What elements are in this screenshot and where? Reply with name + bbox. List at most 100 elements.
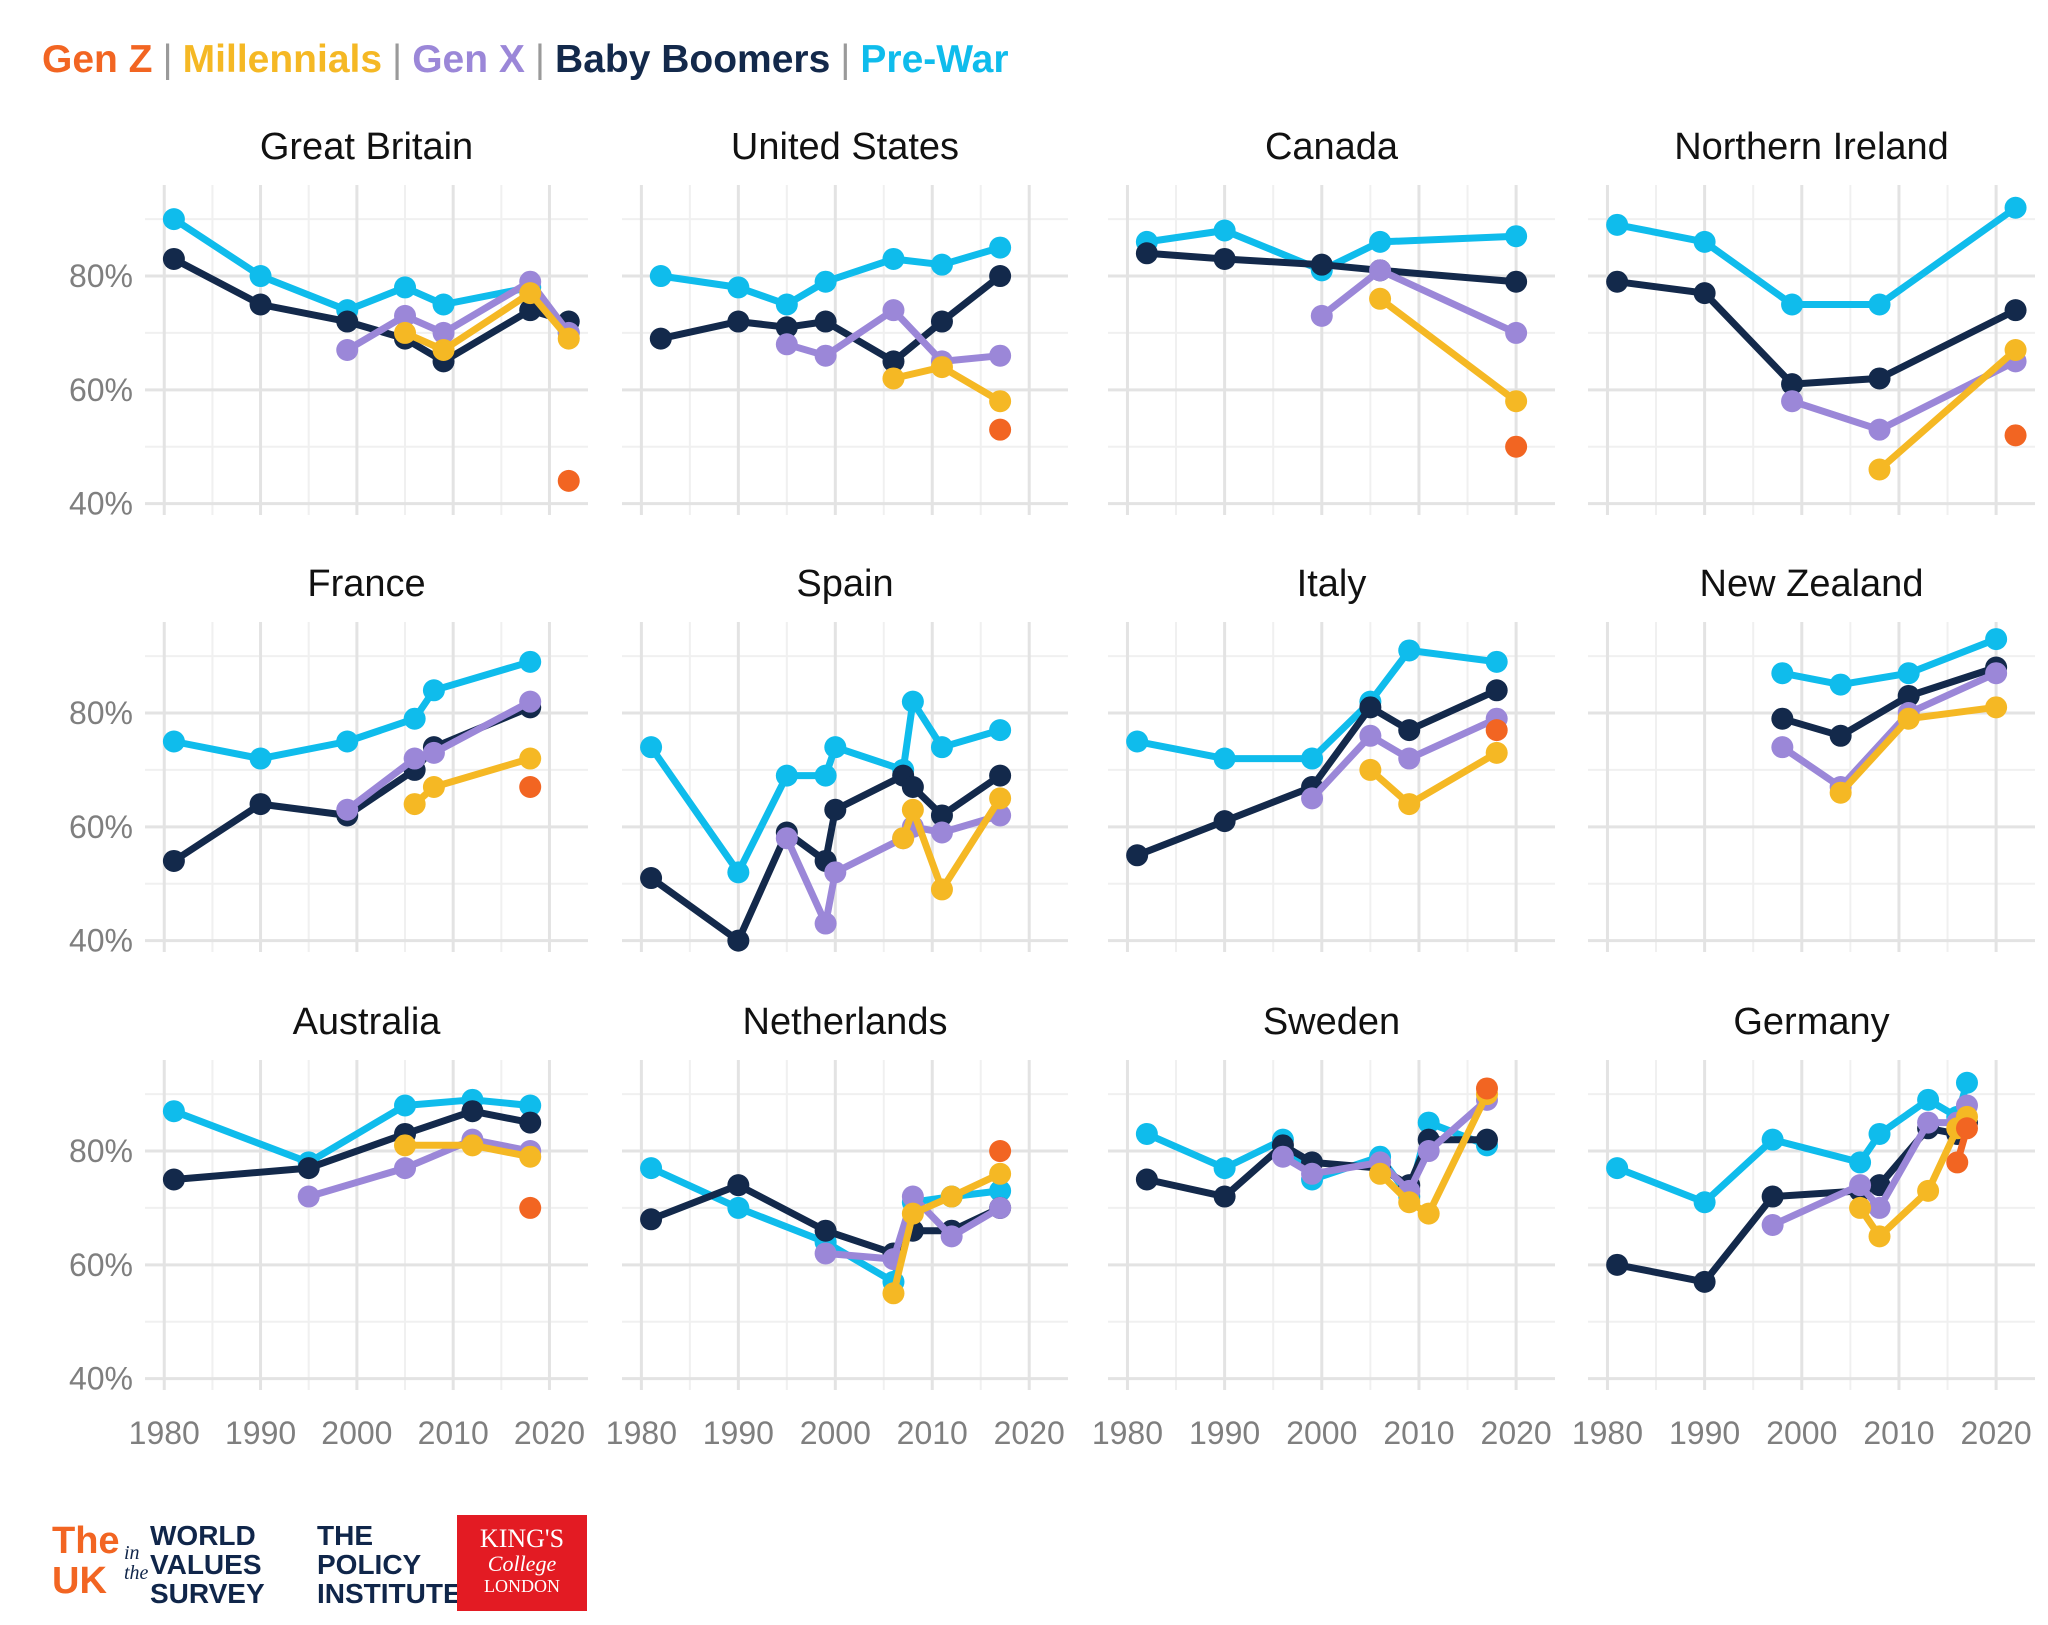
data-point-gen-x [814, 1242, 837, 1265]
data-point-millennials [901, 798, 924, 821]
data-point-millennials [1359, 758, 1382, 781]
data-point-baby-boomers [1475, 1128, 1498, 1151]
data-point-baby-boomers [814, 1219, 837, 1242]
x-tick-label: 1990 [225, 1415, 296, 1451]
data-point-millennials [403, 793, 426, 816]
y-tick-label: 40% [69, 923, 133, 959]
panel-title: Canada [1265, 126, 1399, 168]
data-point-baby-boomers [1606, 270, 1629, 293]
x-tick-label: 2010 [897, 1415, 968, 1451]
x-tick-label: 2020 [1961, 1415, 2032, 1451]
data-point-pre-war [1213, 1157, 1236, 1180]
x-tick-label: 2010 [1863, 1415, 1934, 1451]
panel-northern-ireland: Northern Ireland [1588, 126, 2035, 515]
data-point-baby-boomers [1761, 1185, 1784, 1208]
data-point-gen-x [422, 741, 445, 764]
data-point-millennials [2004, 339, 2027, 361]
data-point-millennials [1985, 696, 2008, 719]
panel-great-britain: Great Britain 40% 60% 80% [69, 126, 588, 522]
data-point-gen-z [1475, 1077, 1498, 1100]
data-point-pre-war [1135, 1122, 1158, 1145]
legend-item-gen-z: Gen Z [42, 38, 153, 81]
series-line-pre-war [170, 658, 534, 763]
data-point-millennials [1398, 793, 1421, 816]
data-point-baby-boomers [249, 293, 272, 316]
data-point-millennials [989, 390, 1012, 413]
data-point-gen-x [1868, 1196, 1891, 1219]
data-point-baby-boomers [824, 798, 847, 821]
panel-canada: Canada [1108, 126, 1555, 515]
data-point-pre-war [727, 1196, 750, 1219]
panel-united-states: United States [622, 126, 1068, 515]
x-tick-label: 1980 [1092, 1415, 1163, 1451]
data-point-baby-boomers [649, 327, 672, 350]
data-point-gen-x [1985, 662, 2008, 685]
data-point-gen-x [882, 299, 905, 322]
panel-netherlands: Netherlands 1980 1990 2000 2010 2020 [606, 1001, 1068, 1451]
data-point-gen-z [989, 1140, 1012, 1163]
data-point-baby-boomers [1359, 696, 1382, 719]
data-point-millennials [901, 1202, 924, 1225]
data-point-gen-z [1946, 1151, 1969, 1174]
panel-title: United States [731, 126, 959, 168]
data-point-millennials [1917, 1179, 1940, 1202]
data-point-baby-boomers [1505, 270, 1528, 293]
data-point-millennials [519, 747, 542, 770]
data-point-pre-war [1985, 628, 2008, 651]
panel-title: Spain [796, 563, 893, 605]
panel-germany: Germany 1980 1990 2000 2010 2020 [1572, 1001, 2035, 1451]
data-point-baby-boomers [930, 310, 953, 333]
x-tick-label: 2020 [1481, 1415, 1552, 1451]
data-point-gen-x [940, 1225, 963, 1248]
data-point-gen-z [1955, 1117, 1978, 1140]
data-point-pre-war [422, 679, 445, 702]
y-tick-label: 80% [69, 258, 133, 294]
data-point-gen-x [1369, 259, 1392, 282]
data-point-pre-war [1213, 747, 1236, 770]
data-point-gen-x [814, 344, 837, 367]
data-point-pre-war [432, 293, 455, 316]
data-point-pre-war [1606, 1157, 1629, 1180]
data-point-millennials [394, 1134, 417, 1157]
legend: Gen Z | Millennials | Gen X | Baby Boomers | Pre… [42, 38, 1009, 82]
data-point-pre-war [989, 719, 1012, 742]
data-point-baby-boomers [882, 350, 905, 373]
panel-title: Germany [1733, 1001, 1889, 1043]
data-point-gen-z [519, 1196, 542, 1219]
panel-title: Sweden [1263, 1001, 1400, 1043]
data-point-baby-boomers [1213, 1185, 1236, 1208]
data-point-gen-x [1505, 321, 1528, 344]
data-point-millennials [557, 327, 580, 350]
data-point-gen-x [1868, 418, 1891, 441]
panel-title: Australia [293, 1001, 442, 1043]
x-tick-label: 1980 [129, 1415, 200, 1451]
data-point-gen-x [989, 1196, 1012, 1219]
y-tick-label: 80% [69, 1133, 133, 1169]
data-point-pre-war [1398, 639, 1421, 662]
data-point-gen-x [1917, 1111, 1940, 1134]
legend-separator: | [840, 38, 851, 81]
panel-australia: Australia 40% 60% 80% 1980 1990 2000 2010 2020 [69, 1001, 588, 1451]
data-point-baby-boomers [814, 310, 837, 333]
data-point-baby-boomers [901, 776, 924, 798]
data-point-pre-war [775, 293, 798, 316]
data-point-gen-x [432, 321, 455, 344]
x-tick-label: 1980 [606, 1415, 677, 1451]
series-line-millennials [1376, 295, 1520, 405]
data-point-baby-boomers [727, 1174, 750, 1197]
data-point-pre-war [1485, 650, 1508, 673]
series-line-millennials [1366, 749, 1501, 808]
data-point-baby-boomers [519, 1111, 542, 1134]
data-point-pre-war [989, 1179, 1012, 1202]
data-point-pre-war [1868, 293, 1891, 316]
data-point-millennials [1849, 1196, 1872, 1219]
data-point-millennials [892, 827, 915, 850]
x-tick-label: 1990 [703, 1415, 774, 1451]
series-line-baby-boomers [1778, 664, 2000, 740]
data-point-baby-boomers [1693, 1270, 1716, 1293]
data-point-pre-war [727, 276, 750, 299]
data-point-pre-war [1829, 673, 1852, 696]
data-point-pre-war [403, 707, 426, 730]
data-point-pre-war [249, 747, 272, 770]
data-point-millennials [422, 776, 445, 798]
